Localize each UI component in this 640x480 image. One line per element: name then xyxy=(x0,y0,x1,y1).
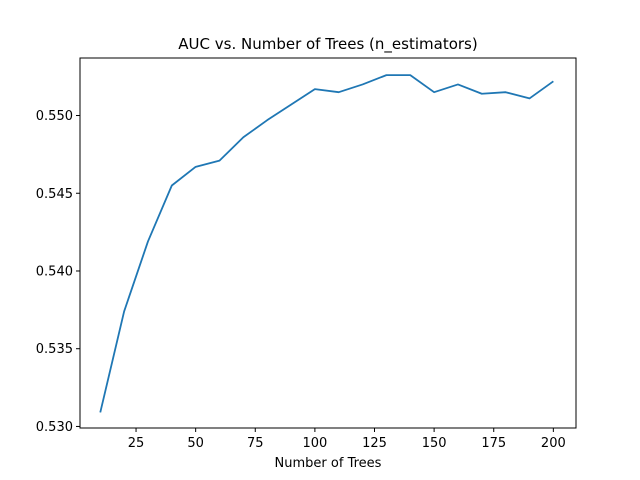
series-line-0 xyxy=(99,74,554,413)
x-axis-label: Number of Trees xyxy=(275,456,382,471)
y-tick-label-1: 0.535 xyxy=(36,342,73,357)
chart-title: AUC vs. Number of Trees (n_estimators) xyxy=(178,35,477,54)
x-tick-label-150: 150 xyxy=(422,436,447,451)
plot-area: 25 50 75 100 125 150 175 200 0.530 0.535 0.540 0.54… xyxy=(36,57,577,451)
x-tick-label-175: 175 xyxy=(481,436,506,451)
y-tick-label-0: 0.530 xyxy=(36,420,73,435)
y-tick-label-2: 0.540 xyxy=(36,264,73,279)
x-tick-label-125: 125 xyxy=(362,436,387,451)
y-tick-label-4: 0.550 xyxy=(36,109,73,124)
y-tick-label-3: 0.545 xyxy=(36,187,73,202)
x-tick-label-25: 25 xyxy=(128,436,145,451)
x-tick-label-200: 200 xyxy=(541,436,566,451)
x-tick-label-75: 75 xyxy=(247,436,264,451)
axes-frame xyxy=(79,57,577,429)
x-tick-label-50: 50 xyxy=(187,436,204,451)
x-tick-label-100: 100 xyxy=(302,436,327,451)
